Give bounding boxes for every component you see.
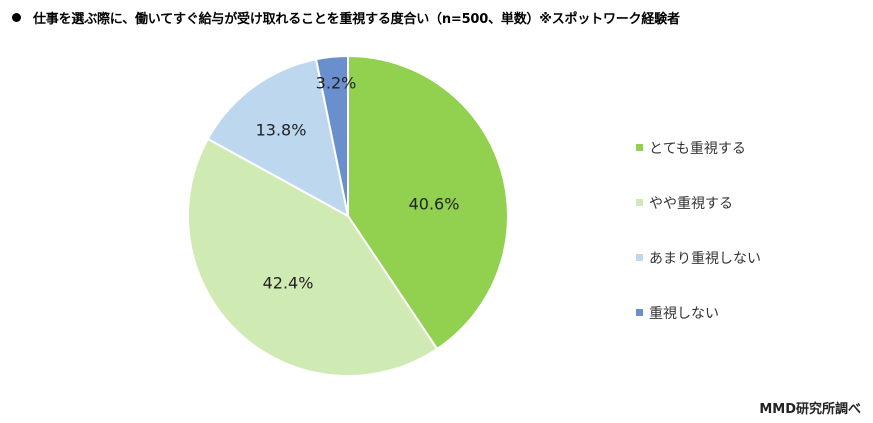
legend: とても重視する やや重視する あまり重視しない 重視しない bbox=[636, 120, 761, 340]
legend-item-not-important: 重視しない bbox=[636, 285, 761, 340]
legend-label: あまり重視しない bbox=[649, 250, 761, 267]
legend-label: やや重視する bbox=[649, 195, 733, 212]
legend-label: とても重視する bbox=[649, 140, 746, 157]
slice-value-label: 3.2% bbox=[316, 74, 357, 93]
pie-labels: 40.6% 42.4% 13.8% 3.2% bbox=[256, 74, 460, 293]
legend-swatch-icon bbox=[636, 309, 643, 316]
pie-slice-1 bbox=[187, 137, 439, 377]
pie-slice-2 bbox=[206, 58, 350, 218]
legend-swatch-icon bbox=[636, 199, 643, 206]
legend-item-somewhat-important: やや重視する bbox=[636, 175, 761, 230]
legend-swatch-icon bbox=[636, 254, 643, 261]
pie-slice-3 bbox=[314, 54, 349, 217]
legend-swatch-icon bbox=[636, 144, 643, 151]
legend-item-very-important: とても重視する bbox=[636, 120, 761, 175]
chart-title: 仕事を選ぶ際に、働いてすぐ給与が受け取れることを重視する度合い（n=500、単数… bbox=[12, 8, 680, 27]
legend-item-not-very-important: あまり重視しない bbox=[636, 230, 761, 285]
bullet-icon bbox=[12, 13, 21, 22]
slice-value-label: 13.8% bbox=[256, 121, 307, 140]
chart-title-text: 仕事を選ぶ際に、働いてすぐ給与が受け取れることを重視する度合い（n=500、単数… bbox=[33, 12, 680, 27]
pie-slice-0 bbox=[347, 54, 509, 351]
source-credit: MMD研究所調べ bbox=[759, 402, 861, 417]
slice-value-label: 40.6% bbox=[409, 195, 460, 214]
pie-slices bbox=[187, 54, 509, 377]
slice-value-label: 42.4% bbox=[263, 274, 314, 293]
legend-label: 重視しない bbox=[649, 305, 719, 322]
